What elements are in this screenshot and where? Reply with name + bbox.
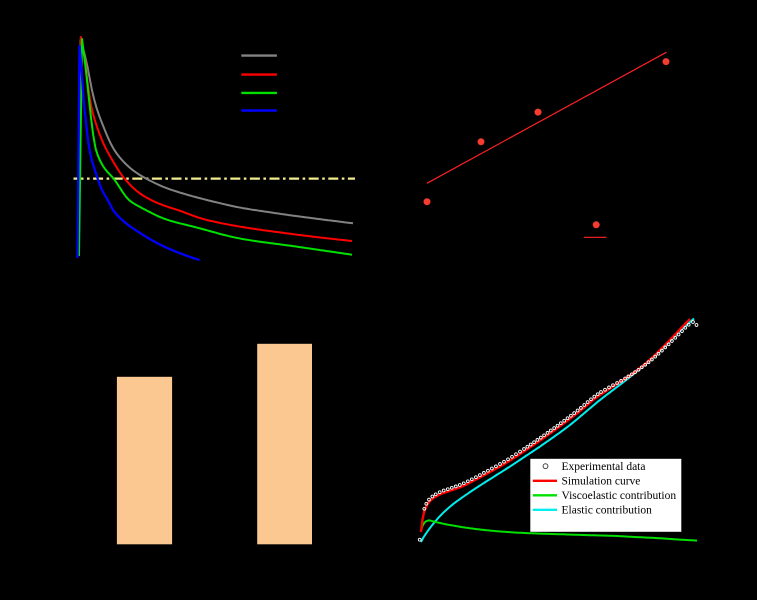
svg-text:Viscoelastic contribution: Viscoelastic contribution [562,490,677,502]
svg-text:Experimental data: Experimental data [562,461,646,473]
svg-text:Simulation curve: Simulation curve [562,476,641,488]
svg-text:Elastic contribution: Elastic contribution [562,505,653,517]
